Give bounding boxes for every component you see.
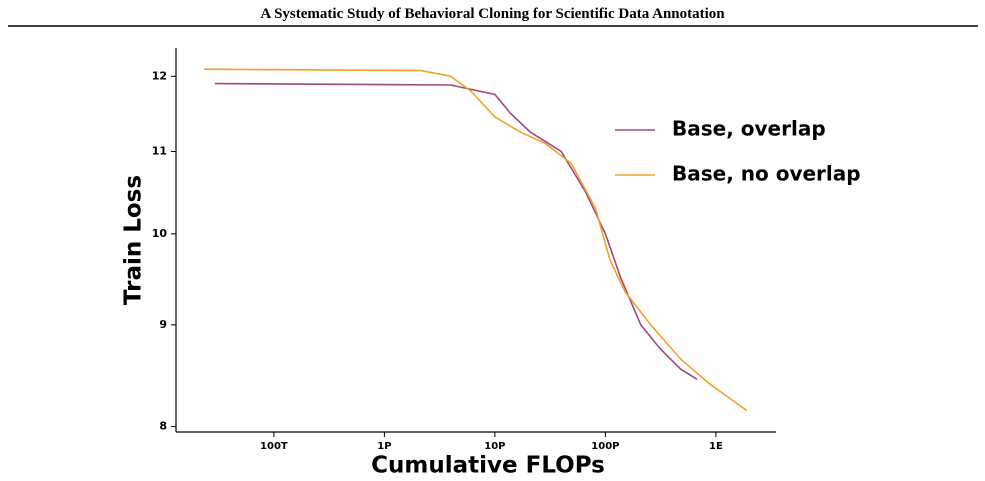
y-tick-label: 12 (152, 69, 167, 82)
series-line (204, 68, 748, 412)
legend-label: Base, no overlap (672, 162, 861, 186)
legend-label: Base, overlap (672, 117, 826, 141)
y-tick-label: 9 (159, 318, 167, 331)
paper-header: A Systematic Study of Behavioral Cloning… (260, 6, 725, 22)
series-line (214, 82, 698, 380)
y-tick-label: 10 (152, 227, 168, 240)
x-tick-label: 10P (484, 441, 505, 452)
x-axis-label: Cumulative FLOPs (371, 453, 605, 479)
y-tick-label: 8 (159, 420, 167, 433)
x-tick-label: 1E (709, 441, 723, 452)
x-tick-label: 100P (591, 441, 619, 452)
x-tick-label: 100T (260, 441, 288, 452)
x-tick-label: 1P (377, 441, 391, 452)
y-axis-label: Train Loss (121, 175, 147, 305)
y-tick-label: 11 (152, 144, 167, 157)
